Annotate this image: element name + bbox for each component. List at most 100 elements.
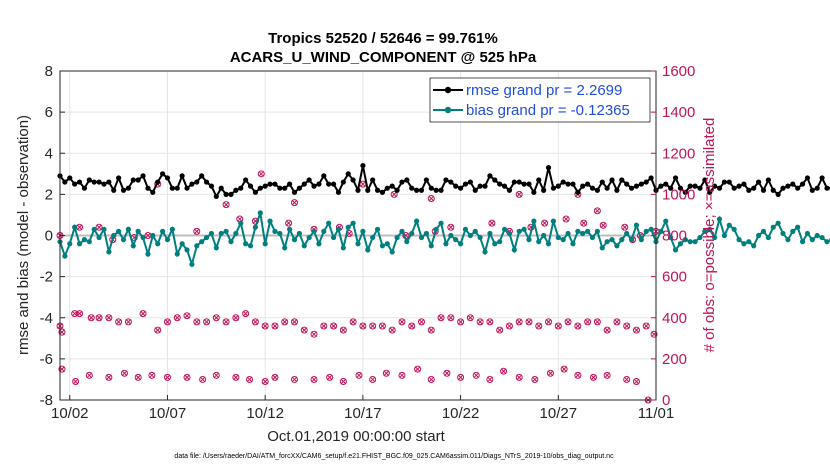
x-tick-label: 10/12 xyxy=(246,405,284,422)
bias-point xyxy=(438,220,444,226)
bias-point xyxy=(780,230,786,237)
obs-count-marker xyxy=(500,367,508,375)
rmse-point xyxy=(218,185,224,191)
rmse-point xyxy=(604,185,610,191)
bias-point xyxy=(633,222,640,228)
right-tick-label: 1600 xyxy=(662,63,695,80)
obs-count-marker xyxy=(574,371,582,379)
rmse-point xyxy=(707,189,713,195)
rmse-point xyxy=(130,177,136,183)
obs-count-marker xyxy=(642,322,650,330)
left-tick-label: -8 xyxy=(40,392,53,409)
y-axis-right-label: # of obs: o=possible; ×=assimilated xyxy=(701,118,718,353)
rmse-point xyxy=(287,181,293,187)
obs-count-marker xyxy=(443,369,451,377)
obs-count-marker xyxy=(199,375,207,383)
bias-point xyxy=(643,228,649,234)
rmse-point xyxy=(619,177,625,183)
rmse-point xyxy=(414,187,420,193)
bias-point xyxy=(272,228,278,234)
bias-point xyxy=(238,220,244,226)
bias-point xyxy=(814,232,820,239)
left-tick-label: 8 xyxy=(45,63,53,80)
bias-point xyxy=(575,228,581,234)
rmse-point xyxy=(482,183,488,189)
obs-count-marker xyxy=(173,314,181,322)
obs-count-marker xyxy=(339,326,347,334)
rmse-point xyxy=(360,162,366,169)
right-tick-label: 1200 xyxy=(662,145,695,162)
bias-point xyxy=(169,226,175,232)
rmse-point xyxy=(120,187,127,193)
obs-count-marker xyxy=(505,322,513,330)
legend-rmse-marker xyxy=(444,86,452,94)
obs-count-marker xyxy=(95,223,103,231)
bias-point xyxy=(819,234,825,241)
rmse-point xyxy=(765,177,771,183)
bias-point xyxy=(790,228,796,234)
obs-count-marker xyxy=(408,322,416,330)
x-tick-label: 10/17 xyxy=(344,405,382,422)
bias-point xyxy=(311,228,317,234)
rmse-point xyxy=(785,183,791,189)
obs-count-marker xyxy=(76,310,84,318)
bias-point xyxy=(550,218,557,224)
rmse-point xyxy=(111,187,117,193)
bias-point xyxy=(321,228,327,234)
obs-count-marker xyxy=(378,322,386,330)
rmse-point xyxy=(355,187,361,193)
rmse-point xyxy=(311,183,317,189)
bias-point xyxy=(497,239,503,245)
bias-point xyxy=(350,220,356,226)
rmse-point xyxy=(184,185,190,191)
bias-point xyxy=(67,241,73,247)
bias-point xyxy=(360,228,366,234)
bias-point xyxy=(428,243,434,249)
rmse-point xyxy=(267,181,273,187)
bias-point xyxy=(316,241,322,247)
rmse-point xyxy=(199,173,205,179)
rmse-point xyxy=(526,181,532,187)
bias-point xyxy=(140,234,146,241)
bias-point xyxy=(125,226,131,232)
bias-point xyxy=(199,239,205,245)
bias-point xyxy=(448,232,454,239)
obs-count-marker xyxy=(115,318,123,326)
bias-point xyxy=(443,241,449,247)
bias-point xyxy=(462,226,469,232)
obs-count-marker xyxy=(246,375,254,383)
bias-point xyxy=(668,234,674,241)
legend-rmse-label: rmse grand pr = 2.2699 xyxy=(466,82,622,99)
obs-count-marker xyxy=(257,170,265,178)
rmse-point xyxy=(301,181,307,187)
rmse-point xyxy=(462,181,469,187)
rmse-point xyxy=(721,179,727,185)
rmse-point xyxy=(804,175,811,181)
rmse-point xyxy=(194,179,200,185)
bias-point xyxy=(589,234,596,241)
bias-point xyxy=(526,237,532,243)
obs-count-marker xyxy=(154,326,162,334)
bias-point xyxy=(101,226,107,232)
bias-point xyxy=(731,226,737,232)
rmse-point xyxy=(433,187,439,193)
bias-point xyxy=(663,218,669,224)
rmse-point xyxy=(389,183,395,189)
right-axis: 1600 1400 1200 1000 800 600 400 200 0 xyxy=(651,63,695,409)
obs-count-marker xyxy=(564,318,572,326)
x-axis: 10/02 10/07 10/12 10/17 10/22 10/27 11/01 xyxy=(51,395,674,422)
bias-point xyxy=(194,243,200,249)
rmse-point xyxy=(350,177,356,183)
obs-count-marker xyxy=(472,371,480,379)
bias-point xyxy=(516,228,522,234)
rmse-point xyxy=(594,187,600,193)
left-tick-label: -6 xyxy=(40,351,53,368)
bias-point xyxy=(404,239,410,245)
bias-point xyxy=(208,230,215,237)
obs-count-marker xyxy=(290,199,298,207)
rmse-point xyxy=(755,179,762,185)
rmse-point xyxy=(545,165,552,171)
obs-count-marker xyxy=(515,318,523,326)
obs-count-marker xyxy=(466,314,474,322)
bias-point xyxy=(545,241,552,247)
